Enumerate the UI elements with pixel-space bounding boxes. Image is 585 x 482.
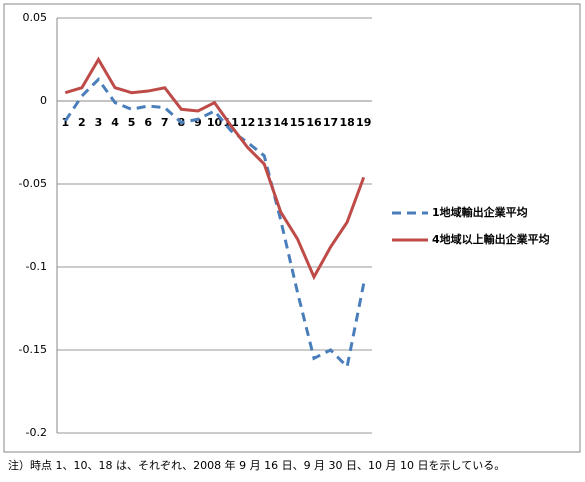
series-line [64,77,366,370]
x-tick-label: 10 [207,116,223,129]
x-tick-label: 18 [339,116,354,129]
x-tick-label: 19 [356,116,371,129]
series-line [64,56,366,281]
x-tick-label: 16 [306,116,322,129]
x-tick-label: 17 [323,116,338,129]
x-tick-label: 9 [194,116,202,129]
legend-label: 4地域以上輸出企業平均 [432,232,550,246]
x-tick-label: 14 [273,116,289,129]
y-tick-label: -0.1 [26,260,47,273]
y-tick-label: -0.05 [19,177,47,190]
x-tick-label: 15 [290,116,305,129]
chart-frame [3,3,581,453]
y-tick-label: 0 [40,94,47,107]
x-tick-label: 7 [161,116,169,129]
x-tick-label: 5 [128,116,136,129]
x-tick-label: 3 [95,116,103,129]
note: 注）時点 1、10、18 は、それぞれ、2008 年 9 月 16 日、9 月 … [8,458,505,472]
y-tick-label: -0.15 [19,343,47,356]
legend-label: 1地域輸出企業平均 [432,205,528,219]
x-tick-label: 4 [111,116,119,129]
x-tick-label: 1 [61,116,69,129]
y-tick-label: -0.2 [26,426,47,439]
x-tick-label: 13 [257,116,272,129]
y-tick-label: 0.05 [23,11,48,24]
x-tick-label: 6 [144,116,152,129]
x-tick-label: 2 [78,116,86,129]
x-tick-label: 12 [240,116,255,129]
